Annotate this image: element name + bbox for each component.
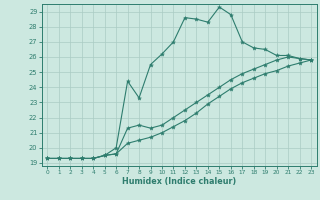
X-axis label: Humidex (Indice chaleur): Humidex (Indice chaleur)	[122, 177, 236, 186]
